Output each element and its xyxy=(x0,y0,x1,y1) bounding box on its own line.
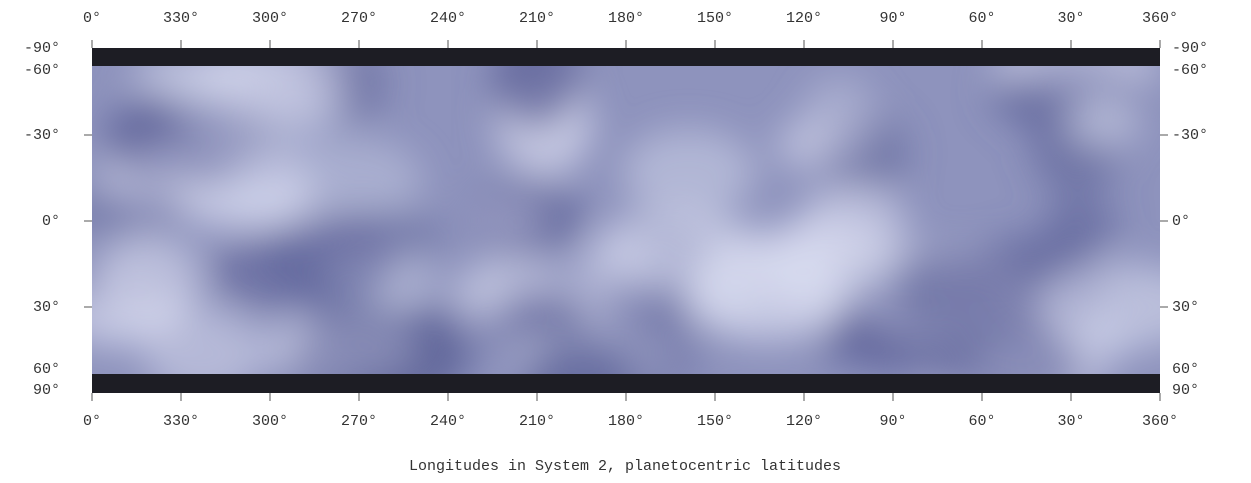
longitude-label: 360° xyxy=(1142,10,1178,27)
cloud xyxy=(894,250,1015,335)
longitude-label: 0° xyxy=(83,10,101,27)
longitude-label: 180° xyxy=(608,10,644,27)
longitude-label: 60° xyxy=(968,413,995,430)
longitude-label: 0° xyxy=(83,413,101,430)
map-figure: Longitudes in System 2, planetocentric l… xyxy=(0,0,1251,483)
longitude-label: 30° xyxy=(1057,10,1084,27)
latitude-label: 0° xyxy=(1172,213,1190,230)
cloud xyxy=(802,76,876,156)
cloud xyxy=(621,129,756,216)
cloud xyxy=(262,212,398,305)
latitude-label: -30° xyxy=(24,127,60,144)
longitude-label: 90° xyxy=(879,413,906,430)
longitude-label: 60° xyxy=(968,10,995,27)
latitude-label: 60° xyxy=(33,361,60,378)
latitude-label: 60° xyxy=(1172,361,1199,378)
longitude-label: 120° xyxy=(786,413,822,430)
longitude-label: 210° xyxy=(519,413,555,430)
cloud xyxy=(1064,96,1140,146)
longitude-label: 90° xyxy=(879,10,906,27)
longitude-label: 30° xyxy=(1057,413,1084,430)
longitude-label: 180° xyxy=(608,413,644,430)
cloud xyxy=(468,198,543,239)
longitude-label: 150° xyxy=(697,413,733,430)
longitude-label: 270° xyxy=(341,10,377,27)
caption: Longitudes in System 2, planetocentric l… xyxy=(409,458,841,475)
latitude-label: 30° xyxy=(33,299,60,316)
longitude-label: 300° xyxy=(252,413,288,430)
latitude-label: 0° xyxy=(42,213,60,230)
longitude-label: 210° xyxy=(519,10,555,27)
longitude-label: 120° xyxy=(786,10,822,27)
longitude-label: 330° xyxy=(163,413,199,430)
cloud xyxy=(60,187,187,233)
polar-band xyxy=(92,374,1160,393)
latitude-label: -90° xyxy=(24,40,60,57)
cloud xyxy=(600,206,753,291)
longitude-label: 270° xyxy=(341,413,377,430)
longitude-label: 360° xyxy=(1142,413,1178,430)
latitude-label: -90° xyxy=(1172,40,1208,57)
longitude-label: 240° xyxy=(430,413,466,430)
polar-band xyxy=(92,48,1160,66)
longitude-label: 240° xyxy=(430,10,466,27)
latitude-label: -60° xyxy=(24,62,60,79)
cloud xyxy=(290,310,454,413)
map-image xyxy=(31,33,1210,422)
latitude-label: -60° xyxy=(1172,62,1208,79)
cloud xyxy=(448,272,511,329)
longitude-label: 330° xyxy=(163,10,199,27)
longitude-label: 150° xyxy=(697,10,733,27)
latitude-label: 90° xyxy=(1172,382,1199,399)
latitude-label: -30° xyxy=(1172,127,1208,144)
latitude-label: 90° xyxy=(33,382,60,399)
latitude-label: 30° xyxy=(1172,299,1199,316)
longitude-label: 300° xyxy=(252,10,288,27)
